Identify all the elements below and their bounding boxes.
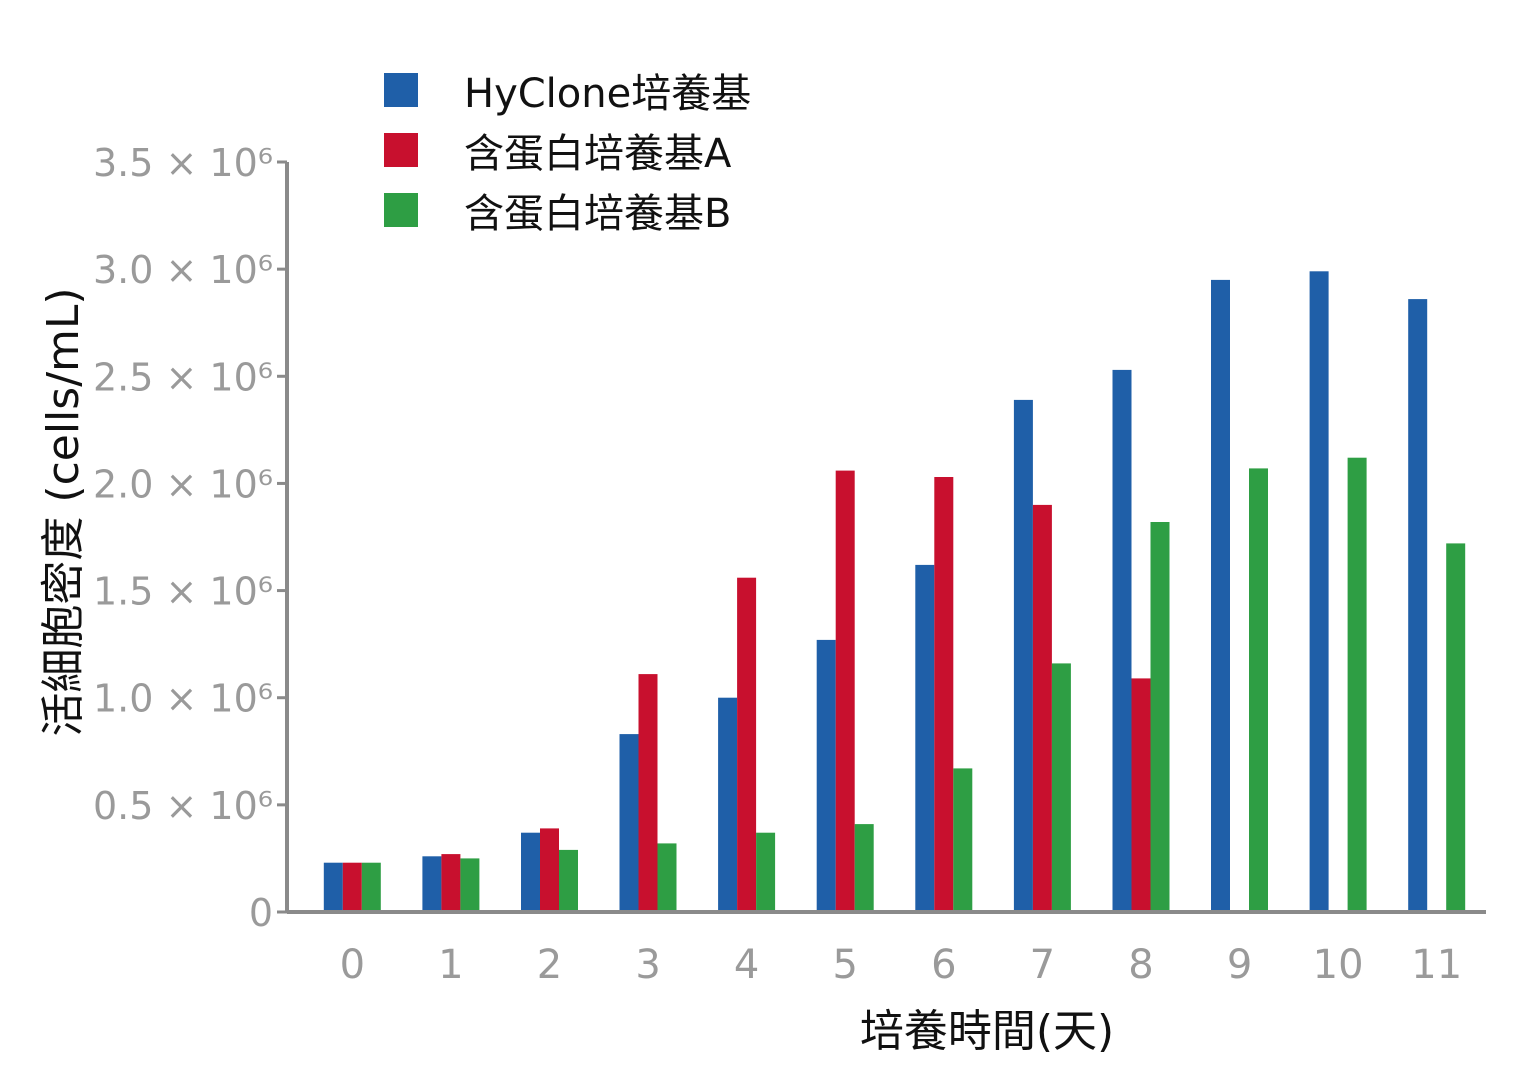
y-tick-label-3: 1.5 × 10⁶: [93, 570, 273, 614]
bar-series-2-cat-8: [1150, 522, 1170, 912]
x-tick-label-9: 9: [1227, 942, 1252, 988]
bar-series-0-cat-6: [915, 564, 935, 912]
bar-series-0-cat-7: [1013, 399, 1033, 912]
bar-series-1-cat-1: [441, 854, 461, 912]
bar-series-0-cat-9: [1211, 279, 1230, 912]
x-tick-label-3: 3: [635, 942, 660, 988]
x-tick-label-8: 8: [1128, 942, 1153, 988]
bar-series-1-cat-3: [638, 674, 658, 912]
x-tick-label-2: 2: [537, 942, 562, 988]
y-tick-label-0: 0: [249, 891, 273, 935]
legend-item-protein-b: 含蛋白培養基B: [384, 180, 751, 240]
legend-item-protein-a: 含蛋白培養基A: [384, 120, 751, 180]
y-axis-label: 活細胞密度 (cells/mL): [38, 287, 89, 736]
y-tick-label-7: 3.5 × 10⁶: [93, 141, 273, 185]
bar-series-2-cat-6: [953, 768, 973, 912]
bar-series-1-cat-8: [1131, 678, 1151, 912]
y-tick-label-4: 2.0 × 10⁶: [93, 462, 273, 506]
bar-series-0-cat-10: [1309, 271, 1329, 912]
bar-series-0-cat-2: [521, 832, 540, 912]
legend-label-protein-b: 含蛋白培養基B: [464, 191, 732, 237]
x-tick-label-6: 6: [931, 942, 956, 988]
x-tick-label-10: 10: [1313, 942, 1364, 988]
y-tick-label-1: 0.5 × 10⁶: [93, 784, 273, 828]
x-tick-label-1: 1: [438, 942, 463, 988]
bar-series-1-cat-6: [934, 477, 954, 912]
x-tick-label-0: 0: [340, 942, 365, 988]
bar-series-2-cat-7: [1051, 663, 1071, 912]
x-tick-label-5: 5: [832, 942, 857, 988]
bar-series-0-cat-0: [323, 862, 343, 912]
bar-series-0-cat-4: [718, 697, 738, 912]
bar-series-2-cat-10: [1347, 457, 1367, 912]
x-axis-label: 培養時間(天): [860, 1006, 1114, 1057]
bar-series-0-cat-5: [816, 639, 836, 912]
bar-series-1-cat-4: [737, 577, 757, 912]
legend-label-hyclone: HyClone培養基: [464, 71, 752, 117]
legend: HyClone培養基 含蛋白培養基A 含蛋白培養基B: [384, 60, 751, 240]
legend-swatch-hyclone: [384, 73, 418, 107]
bar-series-0-cat-3: [619, 734, 639, 912]
bar-series-2-cat-3: [657, 843, 677, 912]
x-tick-label-11: 11: [1411, 942, 1462, 988]
bar-series-0-cat-1: [422, 856, 442, 912]
y-tick-label-2: 1.0 × 10⁶: [93, 677, 273, 721]
bar-series-2-cat-1: [460, 858, 480, 912]
bar-series-2-cat-11: [1446, 543, 1466, 912]
bar-series-1-cat-2: [540, 828, 559, 912]
bar-series-2-cat-4: [756, 832, 776, 912]
bar-series-2-cat-5: [854, 824, 874, 912]
legend-item-hyclone: HyClone培養基: [384, 60, 751, 120]
bar-series-0-cat-11: [1408, 299, 1428, 913]
bar-series-1-cat-7: [1032, 504, 1052, 912]
y-tick-label-6: 3.0 × 10⁶: [93, 248, 273, 292]
bar-series-2-cat-9: [1249, 468, 1268, 912]
bar-series-2-cat-2: [559, 849, 578, 912]
x-tick-label-4: 4: [734, 942, 759, 988]
bar-series-1-cat-5: [835, 470, 855, 912]
bar-series-2-cat-0: [361, 862, 381, 912]
y-tick-label-5: 2.5 × 10⁶: [93, 355, 273, 399]
legend-label-protein-a: 含蛋白培養基A: [464, 131, 732, 177]
bar-series-1-cat-0: [342, 862, 362, 912]
legend-swatch-protein-b: [384, 193, 418, 227]
x-tick-label-7: 7: [1030, 942, 1055, 988]
bar-series-0-cat-8: [1112, 369, 1132, 912]
legend-swatch-protein-a: [384, 133, 418, 167]
